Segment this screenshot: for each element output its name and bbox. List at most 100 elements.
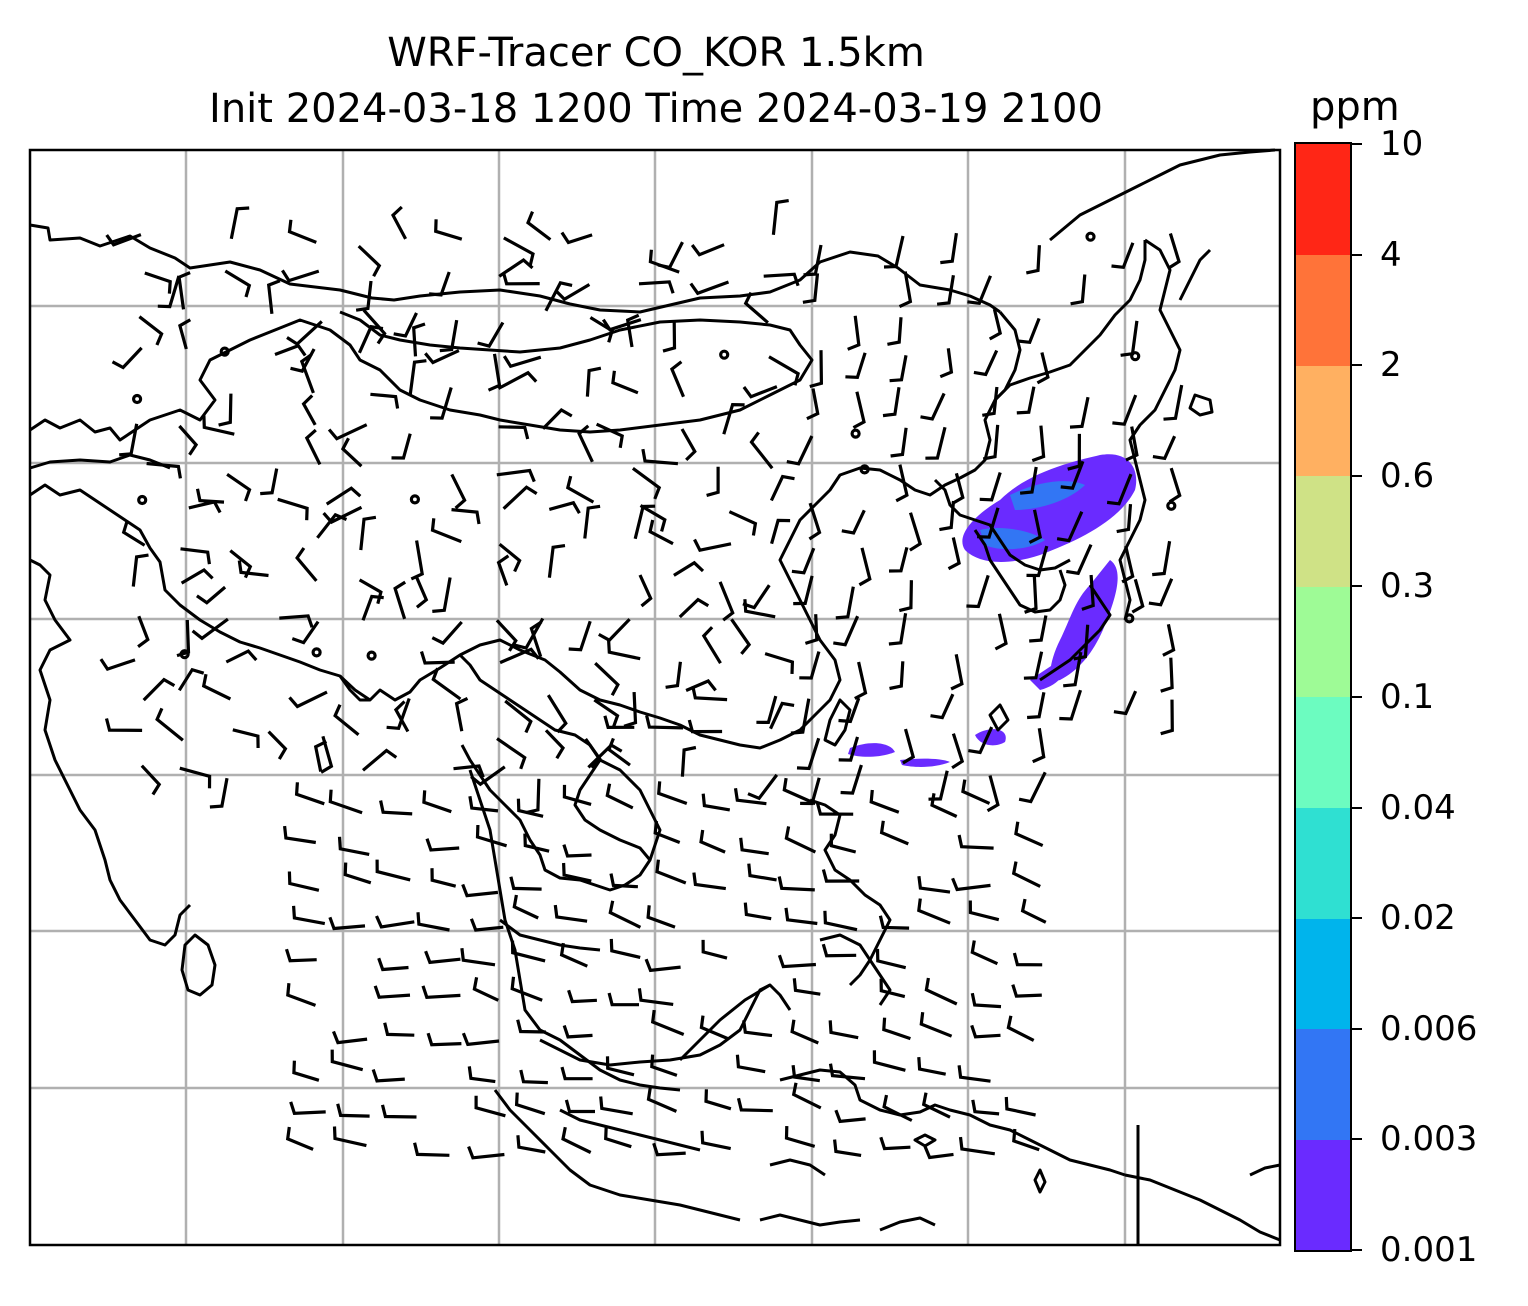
wind-barb <box>541 407 573 430</box>
wind-barb <box>833 615 860 647</box>
colorbar-tick-label: 0.3 <box>1380 566 1435 607</box>
wind-barb <box>791 1065 821 1083</box>
wind-barb <box>665 661 682 689</box>
wind-barb <box>266 279 281 314</box>
wind-barb <box>809 350 824 389</box>
wind-barb <box>1012 1128 1040 1152</box>
wind-barb <box>562 862 592 883</box>
wind-barb <box>598 618 631 643</box>
wind-barb <box>701 626 722 665</box>
wind-barb <box>1004 1096 1036 1117</box>
wind-barb <box>1026 545 1049 578</box>
wind-barb <box>764 652 795 674</box>
wind-barb <box>529 620 543 658</box>
wind-barb <box>560 1066 593 1081</box>
wind-barb <box>828 1020 859 1040</box>
wind-barb <box>595 422 624 449</box>
colorbar-segment <box>1296 475 1350 587</box>
wind-barb <box>742 1020 773 1038</box>
colorbar-segment <box>1296 365 1350 477</box>
wind-barb <box>966 574 990 609</box>
wind-barb <box>835 586 855 620</box>
wind-barb <box>699 829 726 854</box>
wind-barb <box>496 737 527 770</box>
wind-barb <box>888 613 908 646</box>
wind-barb <box>650 1054 678 1077</box>
wind-barb <box>847 315 861 351</box>
wind-barb <box>607 737 631 767</box>
wind-barb <box>1023 651 1044 680</box>
wind-barb <box>562 784 592 806</box>
wind-barb <box>1168 467 1182 504</box>
wind-barb <box>131 553 149 587</box>
wind-barb <box>1066 543 1093 576</box>
wind-barb <box>1025 245 1041 275</box>
wind-barb <box>749 431 774 470</box>
wind-barb <box>180 568 214 585</box>
wind-barb <box>301 394 317 426</box>
calm-wind-marker <box>1130 351 1141 362</box>
wind-barb <box>957 834 994 850</box>
wind-barb <box>328 916 366 931</box>
wind-barb <box>498 542 522 573</box>
wind-barb <box>687 719 723 734</box>
wind-barb <box>921 1092 951 1119</box>
wind-barb <box>692 872 727 891</box>
wind-barb <box>887 317 903 346</box>
wind-barb <box>421 985 461 999</box>
colorbar-tick-label: 0.1 <box>1380 677 1435 717</box>
wind-barb <box>362 309 387 345</box>
wind-barb <box>950 653 964 691</box>
wind-barb <box>920 392 946 421</box>
wind-barb <box>424 950 461 965</box>
wind-barb <box>685 679 717 692</box>
wind-barb <box>157 275 181 309</box>
wind-barb <box>430 518 462 544</box>
wind-barb <box>544 280 573 312</box>
colorbar-segment <box>1296 254 1350 366</box>
wind-barb <box>823 910 858 932</box>
wind-barb <box>585 366 602 397</box>
wind-barb <box>917 875 951 894</box>
wind-barb <box>467 1066 496 1084</box>
wind-barb <box>460 948 496 967</box>
wind-barb <box>1106 473 1133 506</box>
colorbar-tick-label: 0.02 <box>1380 898 1456 939</box>
wind-barb <box>638 574 653 608</box>
colorbar-tick-label: 0.001 <box>1380 1230 1478 1270</box>
wind-barb <box>769 474 795 502</box>
wind-barb <box>917 898 951 925</box>
wind-barb <box>1019 466 1038 495</box>
calm-wind-marker <box>219 346 230 357</box>
wind-barb <box>605 783 634 810</box>
wind-barb <box>882 1094 913 1122</box>
wind-barb <box>593 698 620 728</box>
wind-barb <box>924 977 958 1006</box>
wind-barb <box>1032 727 1046 764</box>
wind-barb <box>982 424 1000 461</box>
wind-barb <box>1016 386 1036 415</box>
wind-barb <box>662 321 677 353</box>
wind-barb <box>648 249 680 274</box>
wind-barb <box>601 318 642 332</box>
wind-barb <box>890 427 908 458</box>
colorbar-unit: ppm <box>1310 84 1400 130</box>
wind-barb <box>548 500 581 514</box>
wind-barb <box>146 461 182 479</box>
wind-barb <box>562 1024 593 1039</box>
wind-barb <box>930 693 955 720</box>
wind-barb <box>638 280 675 294</box>
wind-barb <box>237 560 269 578</box>
wind-barb <box>1024 575 1038 614</box>
wind-barb <box>142 677 176 702</box>
wind-barb <box>777 954 817 969</box>
wind-barb <box>971 1099 1000 1116</box>
wind-barb <box>332 1030 368 1045</box>
wind-barb <box>701 939 728 960</box>
wind-barb <box>631 467 662 500</box>
wind-barb <box>803 244 823 277</box>
wind-barb <box>454 696 469 732</box>
wind-barb <box>1017 317 1041 345</box>
colorbar <box>1294 142 1352 1252</box>
